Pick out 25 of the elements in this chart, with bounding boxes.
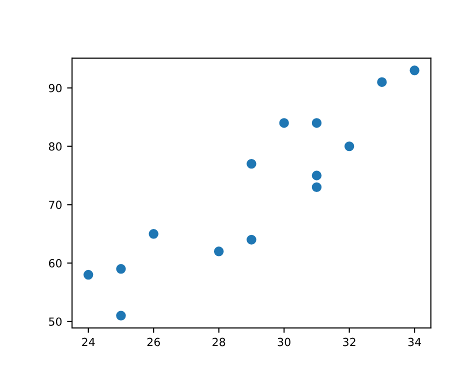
point (410, 66, 420, 76)
point (312, 182, 322, 192)
point (116, 310, 126, 320)
point (377, 77, 387, 87)
point (312, 118, 322, 128)
point (312, 170, 322, 180)
x-tick-label: 28 (212, 338, 226, 346)
y-tick-label: 60 (48, 259, 62, 268)
point (279, 118, 289, 128)
y-tick-label: 70 (49, 200, 62, 210)
x-tick-label: 24 (82, 338, 95, 346)
point (148, 229, 158, 239)
point (116, 264, 126, 274)
y-tick-label: 90 (48, 84, 62, 92)
x-tick-label: 32 (343, 338, 356, 346)
x-tick-label: 34 (408, 338, 421, 346)
y-tick-label: 50 (49, 317, 62, 326)
point (214, 246, 224, 256)
point (83, 270, 94, 280)
point (246, 158, 256, 169)
x-tick-label: 30 (278, 338, 290, 346)
point (344, 141, 354, 152)
y-tick-label: 80 (48, 142, 62, 151)
x-tick-label: 26 (147, 338, 160, 346)
point (246, 234, 256, 245)
